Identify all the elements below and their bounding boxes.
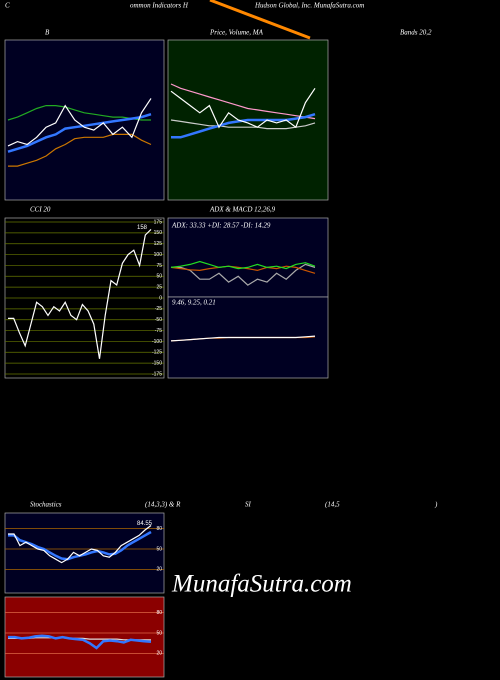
series-line [8, 634, 152, 650]
series-line [8, 525, 152, 564]
panel-title: CCI 20 [30, 206, 51, 214]
series-line [170, 87, 316, 129]
series-line [170, 119, 316, 130]
series-line [7, 105, 151, 121]
panel-title: (14,3,3) & R [145, 501, 181, 509]
y-tick-label: 25 [156, 284, 162, 290]
y-tick-label: 0 [159, 295, 162, 301]
series-line [170, 260, 316, 270]
y-tick-label: 125 [154, 241, 163, 247]
series-line [8, 133, 152, 167]
watermark: MunafaSutra.com [171, 571, 352, 598]
y-tick-label: 75 [156, 263, 162, 269]
series-line [8, 228, 152, 359]
y-tick-label: 175 [154, 219, 163, 225]
panel-title: ADX: 33.33 +DI: 28.57 -DI: 14.29 [171, 222, 271, 230]
y-tick-label: 150 [154, 230, 163, 236]
series-line [170, 335, 316, 342]
series-line [170, 83, 316, 120]
panel [167, 217, 329, 298]
series-line [171, 263, 316, 286]
header-middle: ommon Indicators H [130, 2, 189, 10]
value-label: 84.55 [137, 521, 153, 527]
series-line [7, 98, 152, 147]
panel-title: ) [434, 501, 438, 509]
header-left: C [5, 2, 10, 10]
panel-title: Price, Volume, MA [209, 29, 264, 37]
y-tick-label: -100 [152, 339, 162, 345]
panel-title: Stochastics [30, 501, 62, 509]
series-line [171, 113, 316, 139]
y-tick-label: -75 [155, 328, 162, 334]
panel-title: ADX & MACD 12,26,9 [209, 206, 276, 214]
y-tick-label: 50 [156, 630, 162, 636]
y-tick-label: 20 [156, 651, 162, 657]
decoration [209, 0, 311, 40]
series-line [7, 113, 152, 153]
panel-title: B [45, 29, 50, 37]
y-tick-label: -175 [152, 371, 162, 377]
value-label: 158 [137, 225, 148, 231]
panel-title: (14,5 [325, 501, 340, 509]
header-right: Hudson Global, Inc. MunafaSutra.com [254, 2, 364, 10]
panel-title: 9.46, 9.25, 0.21 [172, 299, 216, 307]
y-tick-label: 80 [156, 610, 162, 616]
y-tick-label: 50 [156, 274, 162, 280]
y-tick-label: -125 [152, 350, 162, 356]
panel-title: Bands 20,2 [400, 29, 432, 37]
y-tick-label: -150 [152, 360, 162, 366]
y-tick-label: 50 [156, 546, 162, 552]
y-tick-label: -25 [155, 306, 162, 312]
y-tick-label: -50 [155, 317, 162, 323]
panel-title: SI [245, 501, 252, 509]
y-tick-label: 100 [154, 252, 163, 258]
y-tick-label: 20 [156, 567, 162, 573]
y-tick-label: 80 [156, 526, 162, 532]
